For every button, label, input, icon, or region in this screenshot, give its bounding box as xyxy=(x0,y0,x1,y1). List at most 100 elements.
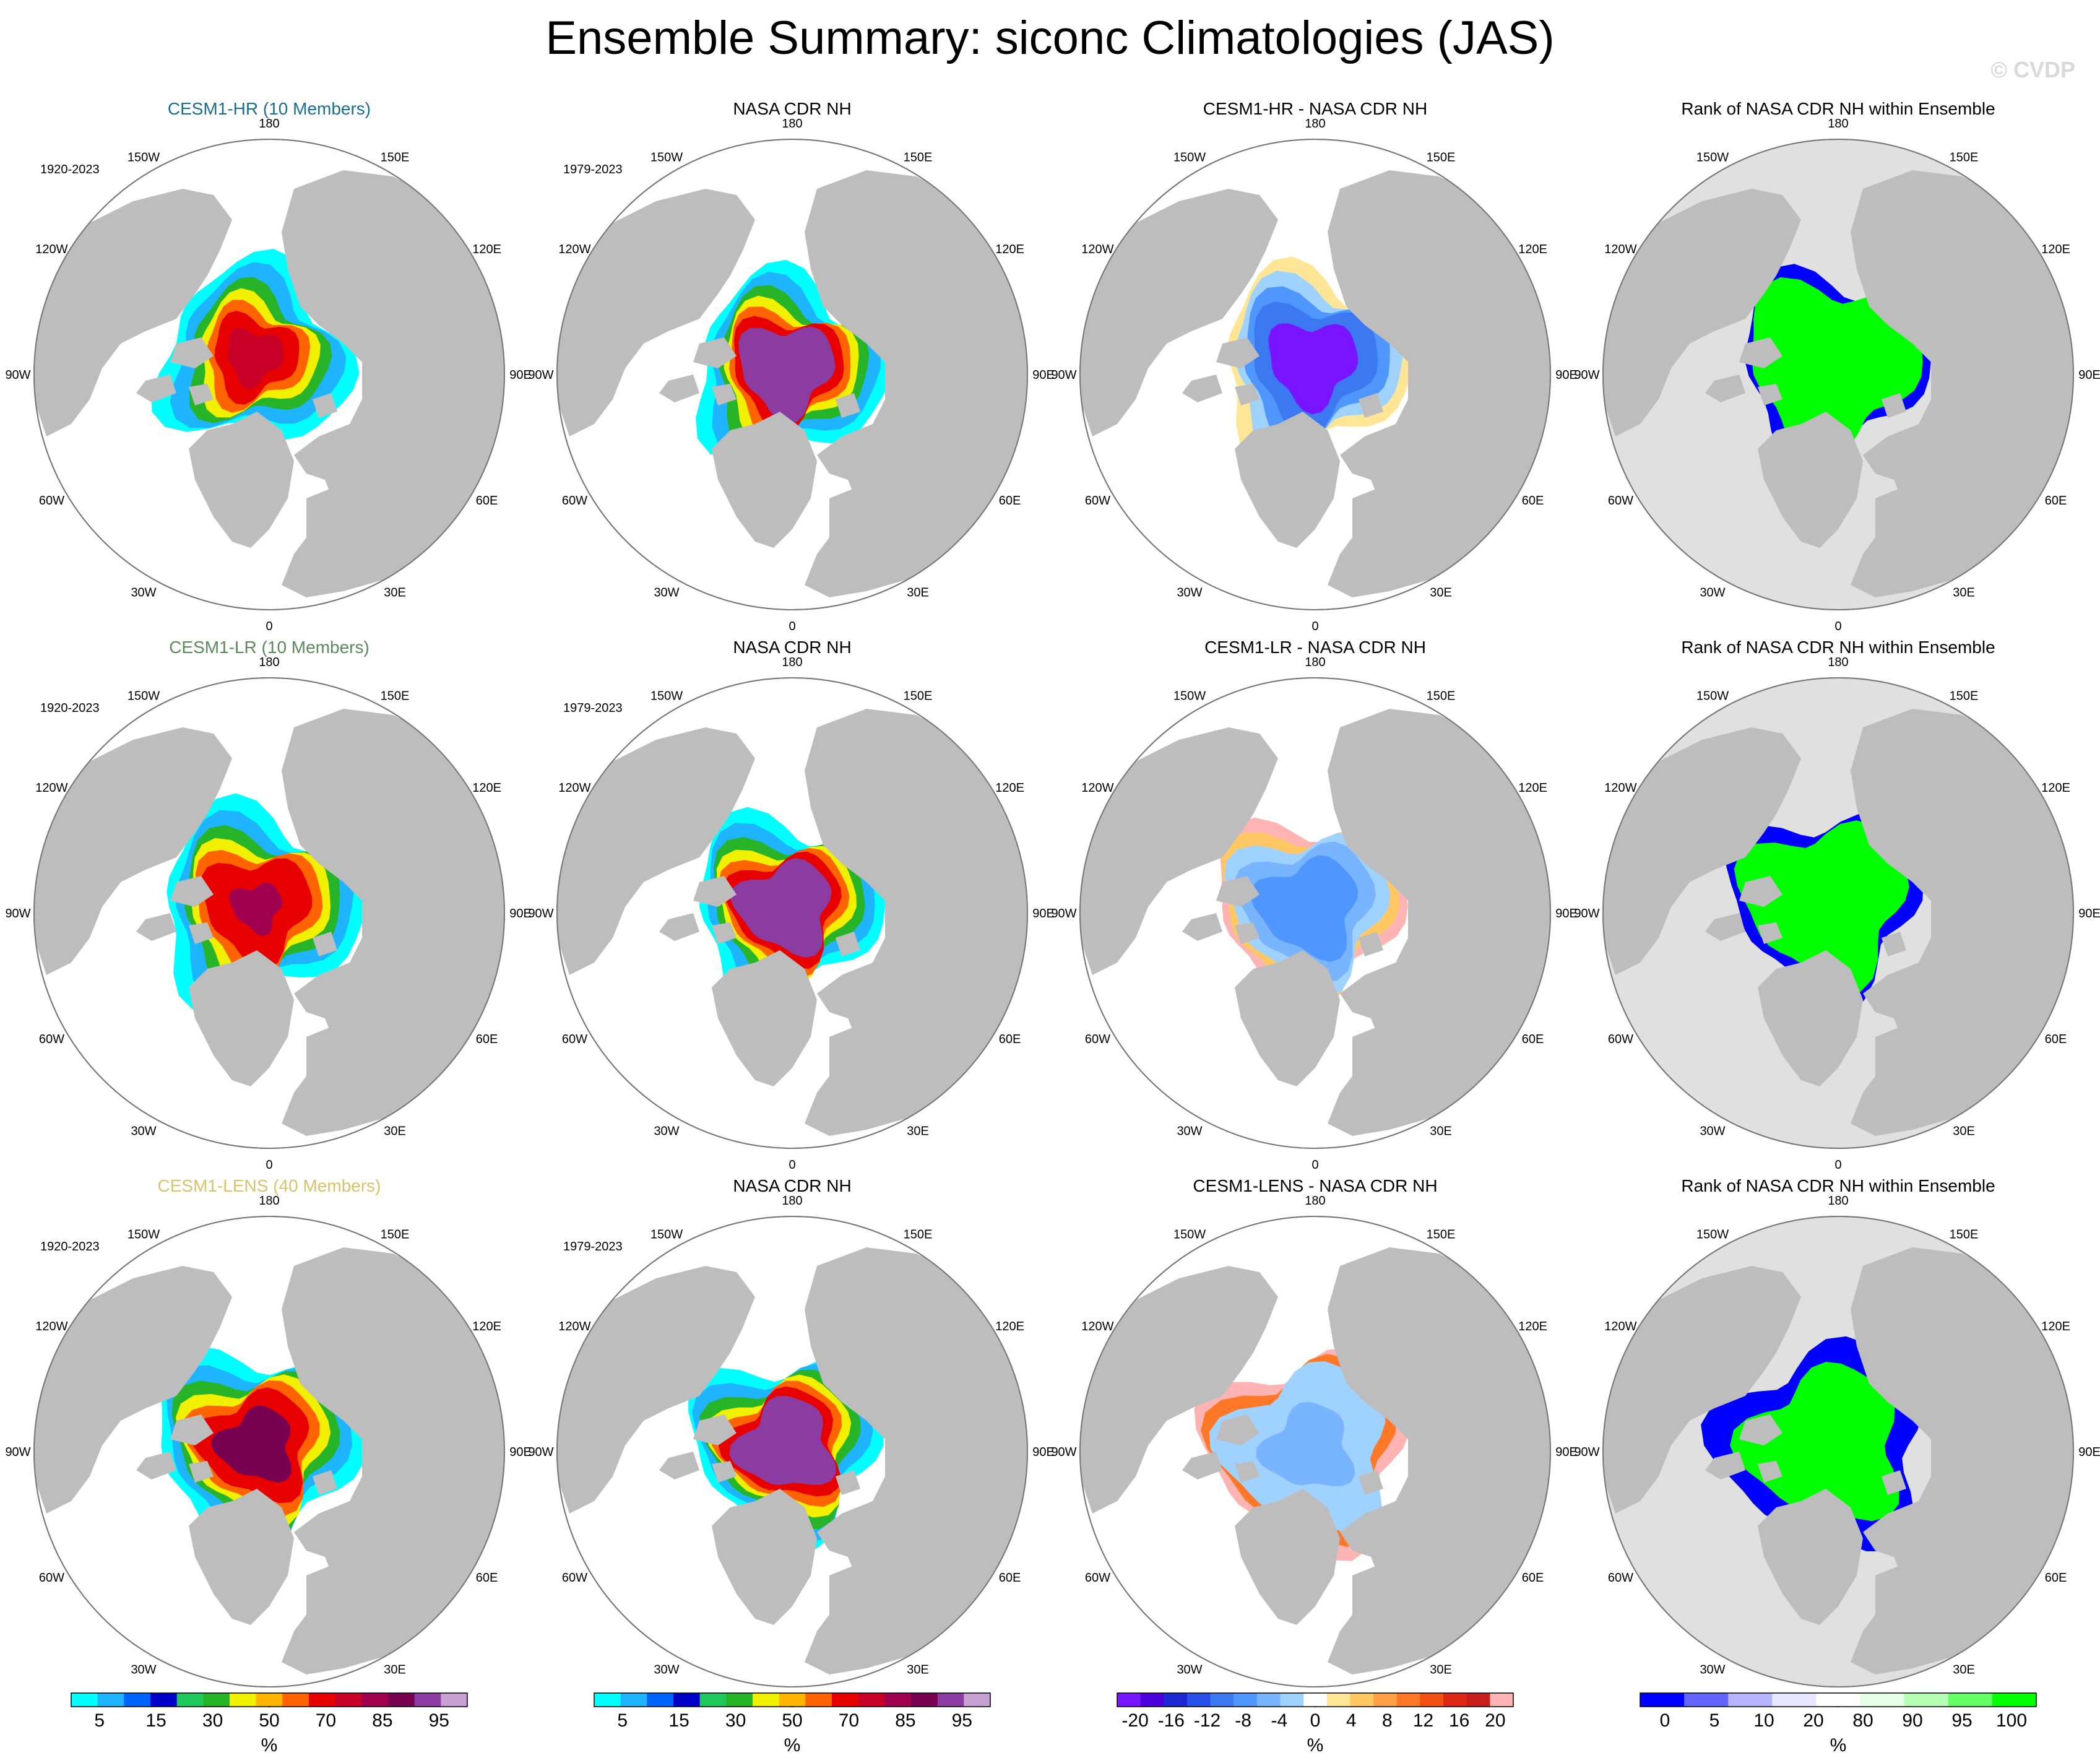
map-panel-r3-c3: 180150E120E90E60E30E030W60W90W120W150WCE… xyxy=(1051,1176,1577,1710)
colorbar-unit: % xyxy=(784,1735,801,1756)
lon-label: 30W xyxy=(1177,586,1202,600)
map-boundary xyxy=(1602,139,2074,610)
colorbar-swatch xyxy=(176,1693,204,1707)
land-mass xyxy=(1739,876,1782,907)
land-mass xyxy=(1080,189,1278,436)
lon-label: 120W xyxy=(1081,781,1113,795)
ice-field-band xyxy=(211,1405,292,1483)
colorbar-swatch xyxy=(1234,1693,1258,1707)
ice-field-band xyxy=(1752,277,1923,464)
land-mass xyxy=(1882,932,1906,956)
lon-label: 150E xyxy=(1950,1228,1979,1241)
lon-label: 30E xyxy=(907,586,929,600)
colorbar-swatch xyxy=(673,1693,701,1707)
land-mass xyxy=(1758,412,1863,548)
land-mass xyxy=(1739,337,1782,368)
map-content xyxy=(1080,1247,1550,1674)
land-mass xyxy=(34,189,232,436)
lon-label: 90W xyxy=(5,907,30,920)
land-mass xyxy=(1216,1414,1260,1445)
colorbar-2: 5 15 30 50 70 85 95% xyxy=(594,1692,991,1756)
colorbar-swatch xyxy=(1186,1693,1211,1707)
land-mass xyxy=(1758,1461,1782,1483)
land-mass xyxy=(1882,393,1906,418)
colorbar-swatch xyxy=(647,1693,674,1707)
colorbar-tick-label: 10 xyxy=(1753,1710,1774,1731)
ice-field-band xyxy=(1730,1362,1899,1522)
colorbar-swatch xyxy=(1904,1693,1949,1707)
colorbar-swatch xyxy=(1396,1693,1420,1707)
colorbar-swatch xyxy=(1280,1693,1304,1707)
lon-label: 90W xyxy=(1574,368,1599,382)
cvdp-watermark: © CVDP xyxy=(1990,57,2075,82)
lon-label: 90E xyxy=(1555,368,1578,382)
lon-label: 60E xyxy=(476,1571,498,1585)
lon-label: 30E xyxy=(907,1663,929,1677)
lon-label: 90E xyxy=(509,907,532,920)
lon-label: 60W xyxy=(1608,1033,1633,1046)
lon-label: 180 xyxy=(259,117,279,131)
land-mass xyxy=(1758,384,1782,405)
colorbar-unit: % xyxy=(1830,1735,1847,1756)
colorbar-tick-label: -16 xyxy=(1158,1710,1185,1731)
lon-label: 30W xyxy=(131,1125,156,1138)
colorbar-swatch xyxy=(71,1693,98,1707)
lon-label: 60E xyxy=(999,1033,1021,1046)
land-mass xyxy=(189,384,214,405)
ice-field-band xyxy=(1256,1401,1355,1486)
colorbar-tick-label: 5 xyxy=(1709,1710,1720,1731)
colorbar-swatch xyxy=(779,1693,806,1707)
lon-label: 150W xyxy=(1696,150,1729,164)
land-mass xyxy=(189,922,214,944)
land-mass xyxy=(1235,384,1260,405)
map-panel-r2-c2: 180 150E 120E 90E 60E 30E 0 30W 60W 90W 120W 150W NA… xyxy=(528,638,1054,1172)
map-boundary xyxy=(1079,139,1551,610)
colorbar-tick-label: 50 xyxy=(259,1710,279,1731)
land-mass xyxy=(1216,876,1260,907)
lon-label: 0 xyxy=(789,1158,795,1172)
land-mass xyxy=(1352,1563,1402,1650)
map-content xyxy=(1603,709,2073,1136)
land-mass xyxy=(189,1489,294,1625)
panel-title: CESM1-LENS (40 Members) xyxy=(158,1176,381,1195)
lon-label: 120E xyxy=(2041,781,2070,795)
land-mass xyxy=(136,913,176,941)
lon-label: 30E xyxy=(384,586,406,600)
colorbar-tick-label: 30 xyxy=(725,1710,746,1731)
lon-label: 0 xyxy=(1834,1158,1841,1172)
lon-label: 120E xyxy=(472,781,501,795)
land-mass xyxy=(829,1024,879,1111)
colorbar-swatch xyxy=(230,1693,257,1707)
lon-label: 30E xyxy=(384,1663,406,1677)
colorbar-swatch xyxy=(964,1693,991,1707)
map-boundary xyxy=(556,139,1028,610)
land-mass xyxy=(306,1024,356,1111)
colorbar-tick-label: 85 xyxy=(372,1710,392,1731)
ice-field-band xyxy=(1734,820,1909,995)
lon-label: 150E xyxy=(904,1228,933,1241)
colorbar-swatch xyxy=(124,1693,151,1707)
lon-label: 120W xyxy=(1604,1320,1636,1333)
colorbar-swatch xyxy=(441,1693,468,1707)
land-mass xyxy=(1875,1024,1925,1111)
lon-label: 150W xyxy=(1173,150,1206,164)
lon-label: 180 xyxy=(782,656,802,669)
colorbar-swatch xyxy=(620,1693,647,1707)
lon-label: 30E xyxy=(1430,1663,1452,1677)
colorbar-swatch xyxy=(1420,1693,1444,1707)
land-mass xyxy=(557,189,755,436)
lon-label: 0 xyxy=(789,620,795,633)
colorbar-frame xyxy=(594,1692,991,1707)
land-mass xyxy=(1216,337,1260,368)
land-mass xyxy=(1603,1266,1801,1514)
land-mass xyxy=(693,1414,737,1445)
lon-label: 180 xyxy=(1305,656,1325,669)
colorbar-tick-label: 12 xyxy=(1413,1710,1433,1731)
lon-label: 60W xyxy=(1608,494,1633,508)
land-mass xyxy=(1080,727,1278,975)
lon-label: 60E xyxy=(1522,1033,1544,1046)
land-mass xyxy=(1182,375,1222,402)
panel-title: NASA CDR NH xyxy=(733,1176,851,1195)
land-mass xyxy=(170,876,214,907)
lon-label: 150E xyxy=(1950,689,1979,703)
